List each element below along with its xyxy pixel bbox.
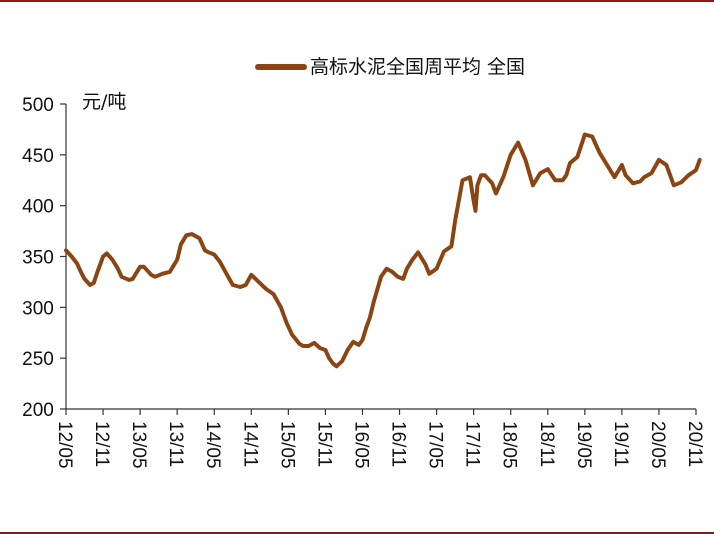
series-layer [64, 132, 702, 369]
y-tick-label: 200 [22, 400, 54, 421]
y-tick-label: 400 [22, 197, 54, 218]
y-axis-unit: 元/吨 [82, 91, 126, 113]
x-tick-label: 13/05 [128, 421, 149, 469]
x-tick-label: 17/05 [425, 421, 446, 469]
y-tick-label: 300 [22, 298, 54, 319]
x-tick-label: 13/11 [165, 421, 186, 467]
x-tick-label: 20/11 [684, 421, 705, 467]
x-tick-label: 16/05 [350, 421, 371, 469]
legend-label: 高标水泥全国周平均 全国 [310, 56, 525, 78]
x-tick-label: 18/11 [536, 421, 557, 467]
y-tick-label: 500 [22, 95, 54, 116]
x-ticks: 12/05 12/11 13/05 13/11 14/05 14/11 15/05 15/11… [54, 409, 705, 469]
x-tick-label: 16/11 [388, 421, 409, 467]
y-tick-label: 250 [22, 349, 54, 370]
top-rule [0, 0, 714, 2]
legend: 高标水泥全国周平均 全国 [255, 56, 525, 78]
x-tick-label: 19/11 [610, 421, 631, 467]
x-tick-label: 12/11 [91, 421, 112, 467]
x-tick-label: 20/05 [647, 421, 668, 469]
series-line [64, 132, 702, 369]
x-tick-label: 17/11 [462, 421, 483, 467]
x-tick-label: 18/05 [499, 421, 520, 469]
bottom-rule [0, 532, 714, 534]
x-tick-label: 12/05 [54, 421, 75, 469]
x-tick-label: 14/11 [239, 421, 260, 467]
x-tick-label: 19/05 [573, 421, 594, 469]
x-tick-label: 14/05 [202, 421, 223, 469]
x-tick-label: 15/05 [276, 421, 297, 469]
x-tick-label: 15/11 [313, 421, 334, 467]
y-tick-label: 350 [22, 248, 54, 269]
y-ticks: 200 250 300 350 400 450 500 [22, 95, 66, 421]
y-tick-label: 450 [22, 146, 54, 167]
